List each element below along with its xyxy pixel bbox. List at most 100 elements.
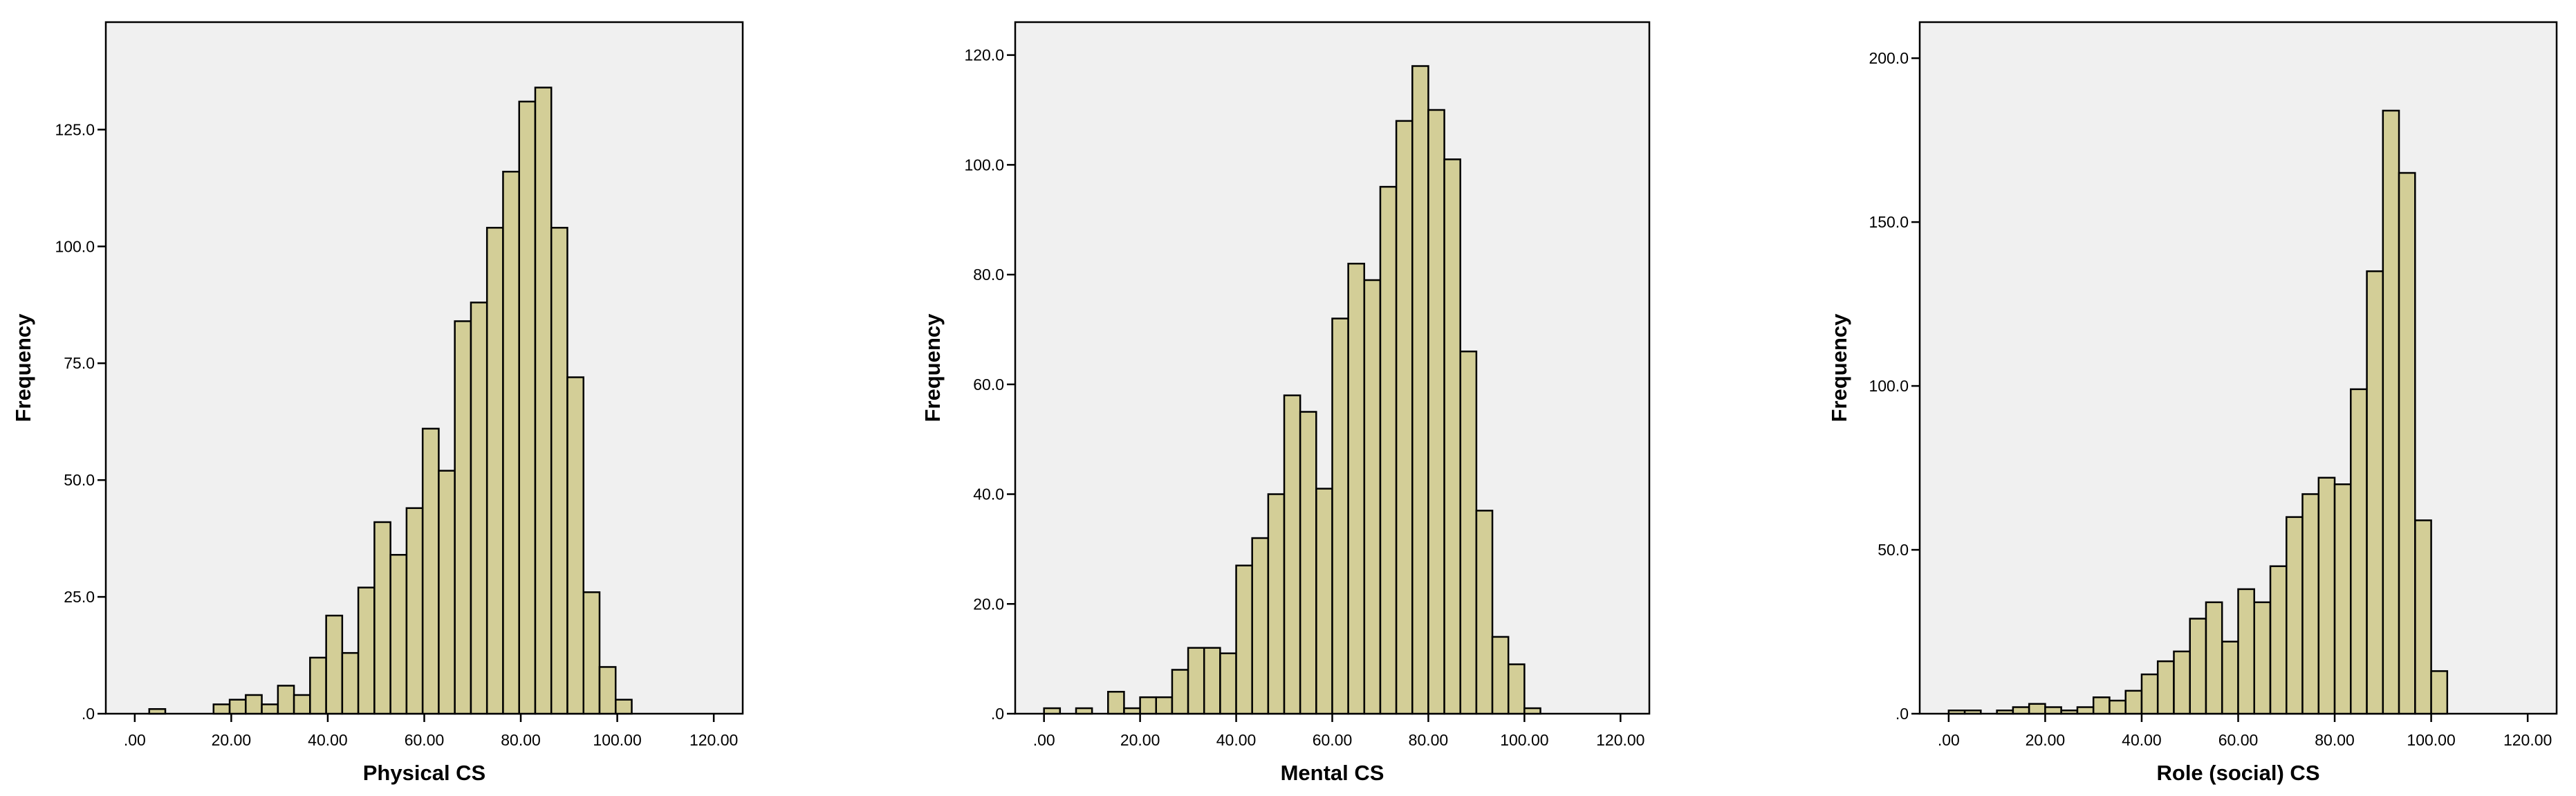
histogram-bar xyxy=(1491,636,1510,715)
histogram-panel-mental: .00 20.00 40.00 60.00 80.00 100.00 120.00 .0 20.… xyxy=(920,21,1651,785)
histogram-bar xyxy=(2430,670,2449,715)
histogram-bar xyxy=(598,666,617,715)
x-tick-label: 100.00 xyxy=(593,731,641,749)
x-tick-label: 60.00 xyxy=(2218,731,2259,749)
x-tick-label: 40.00 xyxy=(2122,731,2162,749)
histogram-bar xyxy=(2012,706,2030,715)
histogram-bar xyxy=(2076,706,2095,715)
histogram-bar xyxy=(502,170,520,715)
y-axis-title: Frequency xyxy=(11,313,35,423)
histogram-bar xyxy=(2301,493,2319,715)
histogram-bar xyxy=(1203,647,1221,715)
histogram-bar xyxy=(389,554,408,715)
y-axis-title: Frequency xyxy=(1827,313,1851,423)
histogram-bar xyxy=(2237,588,2255,715)
x-tick-label: 120.00 xyxy=(689,731,738,749)
histogram-bar xyxy=(1219,652,1237,715)
x-tick-label: .00 xyxy=(1938,731,1960,749)
histogram-bar xyxy=(293,694,311,715)
histogram-bar xyxy=(615,698,633,715)
histogram-bar xyxy=(1443,158,1461,715)
histogram-bar xyxy=(2140,673,2159,715)
histogram-bar xyxy=(550,227,568,715)
histogram-bar xyxy=(228,698,247,715)
y-tick-label: 125.0 xyxy=(55,120,95,138)
x-tick-label: 100.00 xyxy=(1500,731,1548,749)
histogram-bar xyxy=(582,591,601,715)
x-tick-label: 40.00 xyxy=(308,731,348,749)
histogram-bar xyxy=(1459,350,1478,715)
x-tick-label: 120.00 xyxy=(2503,731,2552,749)
histogram-bar xyxy=(325,614,344,715)
y-tick-label: 100.0 xyxy=(964,156,1004,174)
y-tick-label: 150.0 xyxy=(1869,213,1909,231)
histogram-bar xyxy=(421,427,440,715)
x-tick-label: 80.00 xyxy=(501,731,541,749)
histogram-bar xyxy=(309,656,327,715)
x-tick-label: 20.00 xyxy=(2026,731,2066,749)
histogram-bar xyxy=(148,707,167,715)
histogram-bar xyxy=(1395,120,1414,715)
histogram-bar xyxy=(1235,564,1253,715)
histogram-bar xyxy=(1507,663,1526,715)
histogram-bar xyxy=(2253,601,2272,715)
histogram-bar xyxy=(2109,699,2126,715)
y-tick-label: 100.0 xyxy=(55,237,95,255)
histogram-bar xyxy=(1123,707,1141,715)
histogram-bar xyxy=(1283,394,1301,715)
histogram-bar xyxy=(470,302,488,715)
histogram-bar xyxy=(1187,647,1205,715)
histogram-bar xyxy=(454,320,472,715)
histogram-bar xyxy=(1347,262,1366,715)
histogram-bar xyxy=(1139,696,1158,715)
x-axis-title: Role (social) CS xyxy=(2157,761,2320,785)
y-tick-label: 25.0 xyxy=(64,588,95,606)
histogram-bar xyxy=(1155,696,1174,715)
x-tick-label: 60.00 xyxy=(1313,731,1353,749)
histogram-bar xyxy=(534,86,553,715)
histogram-bar xyxy=(1299,411,1317,715)
histogram-bar xyxy=(2269,565,2288,715)
histogram-bar xyxy=(485,227,504,715)
histogram-bar xyxy=(2028,703,2046,715)
histogram-bar xyxy=(2317,476,2336,715)
histogram-bar xyxy=(1523,707,1541,715)
x-tick-label: 100.00 xyxy=(2407,731,2455,749)
histogram-bar xyxy=(1315,488,1333,715)
histogram-bar xyxy=(566,376,585,715)
histogram-bar xyxy=(1075,707,1093,715)
y-tick-label: .0 xyxy=(991,705,1004,723)
histogram-bar xyxy=(261,703,279,715)
y-tick-label: 80.0 xyxy=(973,266,1004,284)
x-axis-title: Mental CS xyxy=(1281,761,1384,785)
x-tick-label: 40.00 xyxy=(1216,731,1257,749)
x-tick-label: .00 xyxy=(1033,731,1055,749)
y-tick-label: 75.0 xyxy=(64,354,95,372)
y-tick-label: 50.0 xyxy=(64,471,95,489)
histogram-bar xyxy=(245,694,263,715)
histogram-bar xyxy=(1363,279,1382,715)
y-tick-label: .0 xyxy=(82,705,95,723)
y-tick-label: 20.0 xyxy=(973,595,1004,613)
histogram-bar xyxy=(2333,483,2352,715)
y-tick-label: .0 xyxy=(1896,705,1909,723)
histogram-bar xyxy=(1963,710,1982,715)
histogram-bar xyxy=(2350,388,2368,715)
histogram-bar xyxy=(2366,270,2384,715)
histogram-bar xyxy=(2060,710,2079,715)
histogram-bar xyxy=(1267,493,1286,715)
x-tick-label: 20.00 xyxy=(1120,731,1160,749)
histogram-bar xyxy=(2286,516,2304,715)
histogram-bar xyxy=(357,586,376,715)
x-tick-label: 60.00 xyxy=(405,731,445,749)
histogram-bar xyxy=(2221,640,2239,715)
histogram-bar xyxy=(373,521,391,715)
histogram-bar xyxy=(1947,710,1966,715)
histogram-bar xyxy=(438,470,456,715)
histogram-bar xyxy=(2156,660,2175,715)
histogram-bar xyxy=(2414,519,2432,715)
histogram-bar xyxy=(2382,109,2400,715)
histogram-bar xyxy=(2398,172,2416,715)
y-tick-label: 100.0 xyxy=(1869,377,1909,395)
x-tick-label: .00 xyxy=(124,731,146,749)
